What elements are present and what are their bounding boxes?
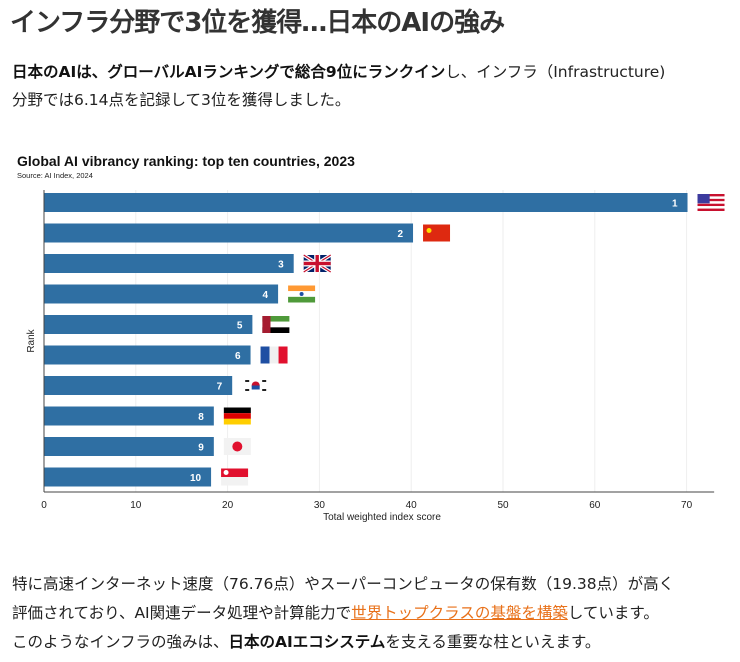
x-tick-label: 20 [222,500,234,511]
ae-flag [262,316,290,333]
kr-flag [242,377,270,394]
intro-line-2: 分野では6.14点を記録して3位を獲得しました。 [12,91,351,109]
bar-chart: 1 2 3 4 5 6 7 8 9 10 0 10 20 30 40 50 60 70 Total weighted… [26,190,725,523]
cn-flag [423,224,451,242]
bar-rank-10 [44,467,212,487]
jp-flag [223,438,251,455]
bar-label: 5 [237,321,243,332]
bar-label: 1 [672,199,678,210]
bar-rank-4 [44,284,279,304]
gb-flag [302,253,332,274]
para2-line3-bold: 日本のAIエコシステム [228,633,386,651]
y-axis-label: Rank [26,328,37,352]
x-tick-label: 30 [314,500,326,511]
bar-label: 2 [397,229,403,240]
bar-rank-8 [44,406,214,426]
bar-rank-1 [44,193,688,212]
chart-source: Source: AI Index, 2024 [17,171,93,180]
bar-label: 8 [198,412,204,423]
para2-line2-post: しています。 [567,604,659,622]
x-tick-label: 40 [406,500,418,511]
para2-line-2: 評価されており、AI関連データ処理や計算能力で世界トップクラスの基盤を構築してい… [12,601,659,623]
x-tick-label: 70 [681,500,693,511]
bar-rank-2 [44,223,414,243]
para2-line-3: このようなインフラの強みは、日本のAIエコシステムを支える重要な柱といえます。 [12,630,600,652]
bar-label: 10 [190,473,202,484]
x-tick-label: 50 [497,500,509,511]
in-flag [288,285,316,303]
x-tick-label: 10 [130,500,142,511]
sg-flag [221,468,249,486]
fr-flag [260,346,288,364]
bar-rank-9 [44,437,214,456]
bar-label: 7 [217,382,223,393]
us-flag [697,194,725,211]
intro-line-1: 日本のAIは、グローバルAIランキングで総合9位にランクインし、インフラ（Inf… [12,60,665,82]
bar-rank-6 [44,345,251,365]
bar-rank-5 [44,315,253,334]
bar-label: 4 [263,290,269,301]
intro-rest: し、インフラ（Infrastructure) [445,63,666,81]
bar-rank-3 [44,254,294,273]
article-title: インフラ分野で3位を獲得…日本のAIの強み [10,8,505,38]
x-tick-label: 0 [41,500,47,511]
bar-rank-7 [44,376,233,395]
bar-label: 6 [235,351,241,362]
para2-line2-pre: 評価されており、AI関連データ処理や計算能力で [12,604,352,622]
x-axis-label: Total weighted index score [323,512,441,523]
para2-line-1: 特に高速インターネット速度（76.76点）やスーパーコンピュータの保有数（19.… [12,575,675,593]
x-tick-label: 60 [589,500,601,511]
bar-label: 3 [278,260,284,271]
intro-bold: 日本のAIは、グローバルAIランキングで総合9位にランクイン [12,63,446,81]
infrastructure-link[interactable]: 世界トップクラスの基盤を構築 [351,604,568,622]
bar-label: 9 [198,443,204,454]
chart-title: Global AI vibrancy ranking: top ten coun… [17,153,355,169]
de-flag [223,407,251,425]
para2-line3-pre: このようなインフラの強みは、 [12,633,229,651]
para2-line3-post: を支える重要な柱といえます。 [385,633,601,651]
